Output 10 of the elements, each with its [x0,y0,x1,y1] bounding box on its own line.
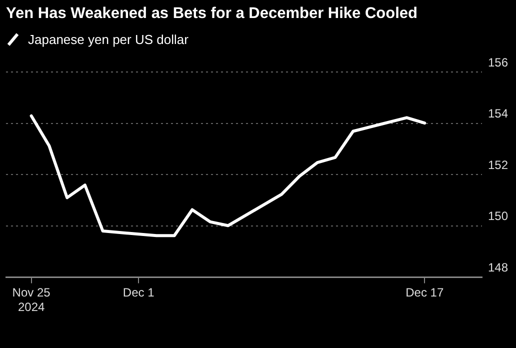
x-tick-label: Nov 25 2024 [12,286,51,314]
y-tick-label: 152 [488,158,508,172]
chart-title: Yen Has Weakened as Bets for a December Hike Cooled [6,5,418,23]
y-tick-label: 154 [488,106,508,121]
y-tick-label: 150 [488,209,508,224]
x-tick-label: Dec 17 [406,286,444,300]
legend-label: Japanese yen per US dollar [28,32,188,47]
x-tick-label: Dec 1 [122,286,155,300]
y-tick-label: 156 [488,55,508,70]
y-tick-label: 148 [488,260,508,275]
